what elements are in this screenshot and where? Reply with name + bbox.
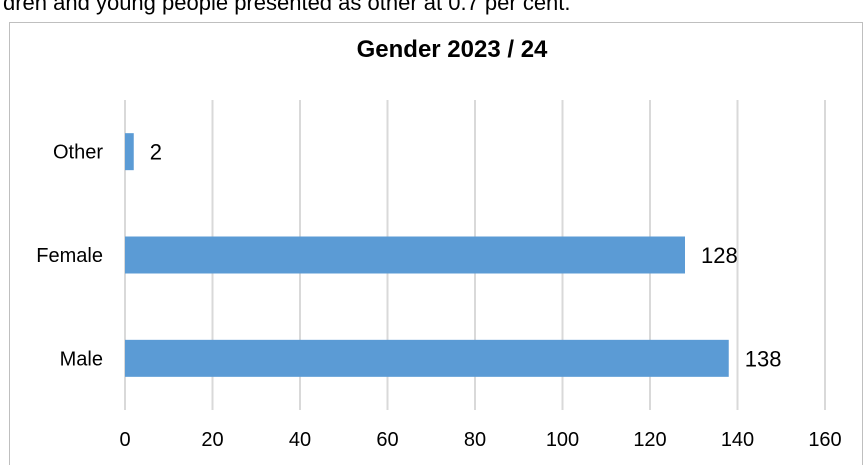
data-label-male: 138 xyxy=(745,346,782,371)
x-tick-label-160: 160 xyxy=(808,429,841,451)
category-label-other: Other xyxy=(53,142,103,164)
data-label-other: 2 xyxy=(150,140,162,165)
x-tick-label-140: 140 xyxy=(721,429,754,451)
bar-male xyxy=(125,339,729,377)
bars xyxy=(125,133,729,377)
category-label-female: Female xyxy=(36,245,103,267)
chart-title: Gender 2023 / 24 xyxy=(357,36,548,63)
labels: 0 20 40 60 80 100 120 140 160 Other 2 Female 128 Male… xyxy=(36,140,841,451)
x-tick-label-100: 100 xyxy=(546,429,579,451)
category-label-male: Male xyxy=(60,348,103,370)
x-tick-label-80: 80 xyxy=(464,429,486,451)
x-tick-label-40: 40 xyxy=(289,429,311,451)
bar-other xyxy=(125,133,134,171)
x-tick-label-120: 120 xyxy=(633,429,666,451)
context-text: dren and young people presented as other… xyxy=(3,0,571,15)
x-tick-label-0: 0 xyxy=(119,429,130,451)
x-tick-label-20: 20 xyxy=(201,429,223,451)
x-tick-label-60: 60 xyxy=(376,429,398,451)
data-label-female: 128 xyxy=(701,243,738,268)
bar-female xyxy=(125,236,685,274)
